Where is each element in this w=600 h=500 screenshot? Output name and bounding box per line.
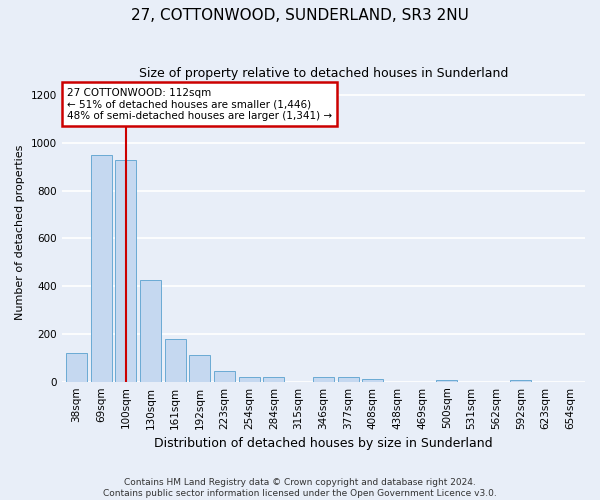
Text: 27 COTTONWOOD: 112sqm
← 51% of detached houses are smaller (1,446)
48% of semi-d: 27 COTTONWOOD: 112sqm ← 51% of detached …	[67, 88, 332, 120]
Bar	[165, 339, 186, 382]
Bar	[190, 355, 211, 382]
Bar	[338, 378, 359, 382]
Bar	[239, 378, 260, 382]
Bar	[66, 353, 87, 382]
X-axis label: Distribution of detached houses by size in Sunderland: Distribution of detached houses by size …	[154, 437, 493, 450]
Bar	[436, 380, 457, 382]
Bar	[140, 280, 161, 382]
Bar	[263, 378, 284, 382]
Bar	[214, 371, 235, 382]
Bar	[115, 160, 136, 382]
Title: Size of property relative to detached houses in Sunderland: Size of property relative to detached ho…	[139, 68, 508, 80]
Y-axis label: Number of detached properties: Number of detached properties	[15, 144, 25, 320]
Bar	[313, 378, 334, 382]
Bar	[511, 380, 532, 382]
Bar	[91, 154, 112, 382]
Text: 27, COTTONWOOD, SUNDERLAND, SR3 2NU: 27, COTTONWOOD, SUNDERLAND, SR3 2NU	[131, 8, 469, 22]
Bar	[362, 380, 383, 382]
Text: Contains HM Land Registry data © Crown copyright and database right 2024.
Contai: Contains HM Land Registry data © Crown c…	[103, 478, 497, 498]
